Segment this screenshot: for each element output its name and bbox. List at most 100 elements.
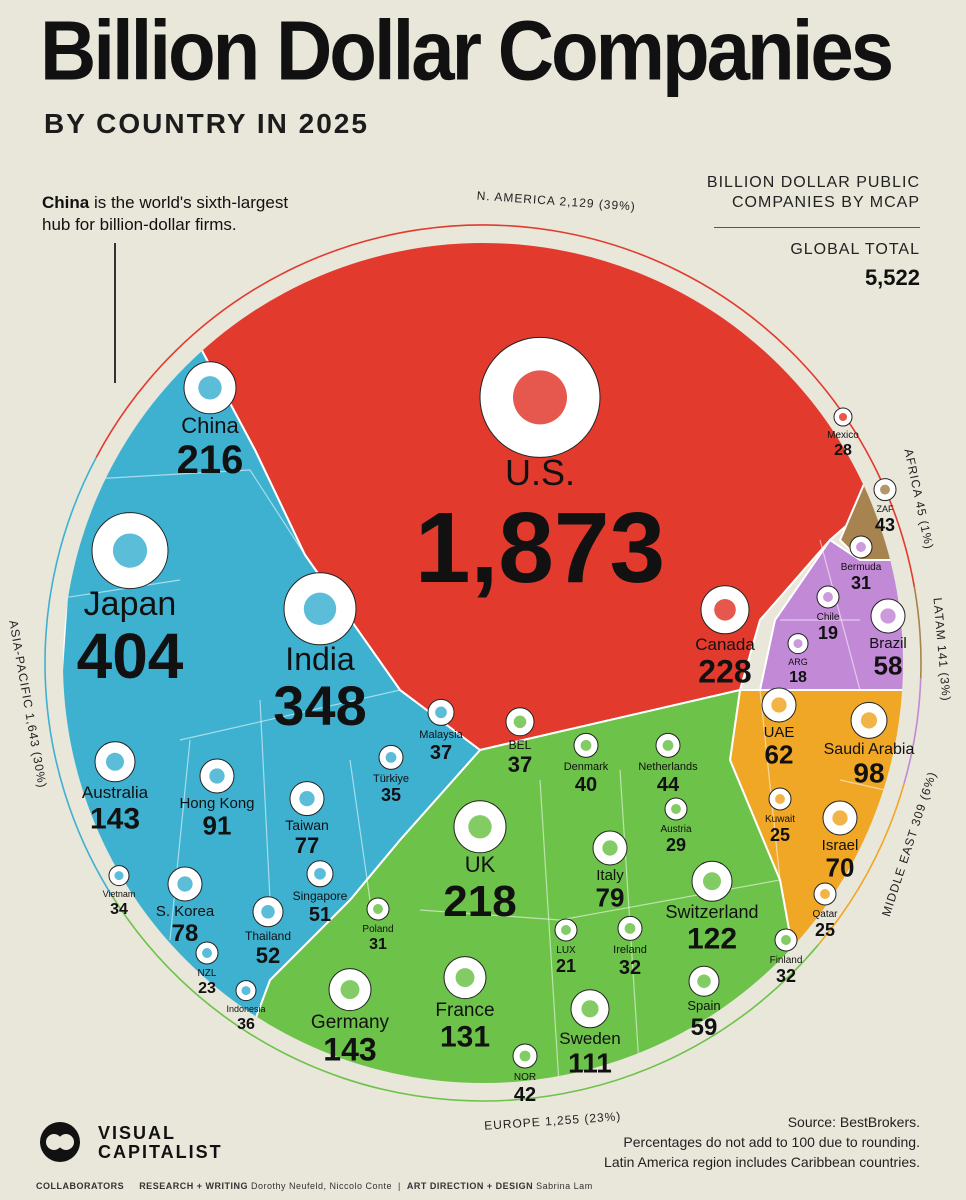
flag-ireland-icon [617,915,643,941]
label-zaf: ZAF [877,504,895,514]
label-switzerland: Switzerland [665,902,758,922]
region-label-asia-pacific: ASIA-PACIFIC 1,643 (30%) [6,619,49,789]
flag-switzerland-icon [691,860,733,902]
flag-hong-kong-icon [199,758,235,794]
flag-france-icon [443,956,487,1000]
flag-uk-icon [453,800,507,854]
label-denmark: Denmark [564,761,609,773]
value-ireland: 32 [619,957,641,979]
collab-label: COLLABORATORS [36,1181,125,1191]
label-s-korea: S. Korea [156,903,215,920]
label-poland: Poland [362,924,393,935]
value-bermuda: 31 [851,573,871,593]
flag-bermuda-icon [849,535,873,559]
region-label-middle-east: MIDDLE EAST 309 (6%) [879,769,939,918]
label-u-s: U.S. [505,452,575,493]
value-france: 131 [440,1021,490,1054]
flag-s-korea-icon [167,866,203,902]
region-cells [63,243,903,1083]
cell-border [539,779,561,1083]
cell-border [759,689,781,881]
cell-border [419,909,561,921]
value-nzl: 23 [198,980,216,997]
value-s-korea: 78 [172,920,199,947]
label-japan: Japan [84,585,177,623]
flag-japan-icon [91,512,169,590]
flag-finland-icon [774,928,798,952]
ring-n-america [95,224,916,588]
latam-note: Latin America region includes Caribbean … [604,1154,920,1170]
label-saudi-arabia: Saudi Arabia [824,741,915,758]
china-annotation: China is the world's sixth-largest hub f… [42,192,288,236]
value-austria: 29 [666,835,686,855]
flag-austria-icon [664,797,688,821]
label-indonesia: Indonesia [226,1004,265,1014]
value-india: 348 [273,674,366,737]
visual-capitalist-logo [40,1122,80,1162]
label-germany: Germany [311,1012,390,1033]
ring-asia-pacific [44,456,113,896]
source-notes: Source: BestBrokers. Percentages do not … [604,1112,920,1172]
value-uk: 218 [443,877,516,926]
flag-uae-icon [761,687,797,723]
value-thailand: 52 [256,943,280,968]
flag-spain-icon [688,965,720,997]
value-spain: 59 [691,1014,718,1041]
region-label-n-america: N. AMERICA 2,129 (39%) [476,188,636,213]
label-hong-kong: Hong Kong [179,795,254,812]
region-label-latam: LATAM 141 (3%) [930,597,953,702]
annotation-leader-line [114,243,116,383]
label-spain: Spain [687,998,720,1013]
region-label-europe: EUROPE 1,255 (23%) [484,1109,622,1133]
value-zaf: 43 [875,515,895,535]
flag-italy-icon [592,830,628,866]
research-names: Dorothy Neufeld, Niccolo Conte [250,1181,393,1191]
ring-europe [110,894,820,1102]
summary-heading-line1: BILLION DOLLAR PUBLIC [706,174,920,191]
label-netherlands: Netherlands [638,761,698,773]
flag-lux-icon [554,918,578,942]
cell-border [349,759,371,901]
value-chile: 19 [818,623,838,643]
label-bel: BEL [509,738,532,752]
value-malaysia: 37 [430,742,452,764]
flag-zaf-icon [873,478,897,502]
label-ireland: Ireland [613,944,647,956]
label-singapore: Singapore [293,889,348,903]
flag-canada-icon [700,585,750,635]
value-germany: 143 [323,1031,376,1067]
label-chile: Chile [817,612,840,623]
flag-malaysia-icon [427,698,455,726]
flag-mexico-icon [833,407,853,427]
cell-border [559,879,781,921]
cell-border [169,739,191,941]
summary-divider [714,227,920,228]
flag-saudi-arabia-icon [850,701,888,739]
label-uk: UK [465,852,496,877]
cell-border [63,579,181,601]
label-mexico: Mexico [827,430,859,441]
label-t-rkiye: Türkiye [373,773,409,785]
value-hong-kong: 91 [203,811,232,841]
value-u-s: 1,873 [415,492,665,604]
label-bermuda: Bermuda [841,562,882,573]
cell-border [179,689,401,741]
flag-kuwait-icon [768,787,792,811]
value-nor: 42 [514,1084,536,1106]
flag-sweden-icon [570,989,610,1029]
label-italy: Italy [596,867,624,884]
chart-title: Billion Dollar Companies [40,2,894,98]
ring-africa [913,586,922,679]
label-australia: Australia [82,783,149,802]
flag-vietnam-icon [108,865,130,887]
value-australia: 143 [90,803,140,836]
summary-heading-line2: COMPANIES BY MCAP [732,194,920,211]
flag-taiwan-icon [289,781,325,817]
value-netherlands: 44 [657,774,680,796]
flag-denmark-icon [573,732,599,758]
cell-border [819,539,861,691]
cell-border [259,699,271,901]
value-italy: 79 [596,883,625,913]
